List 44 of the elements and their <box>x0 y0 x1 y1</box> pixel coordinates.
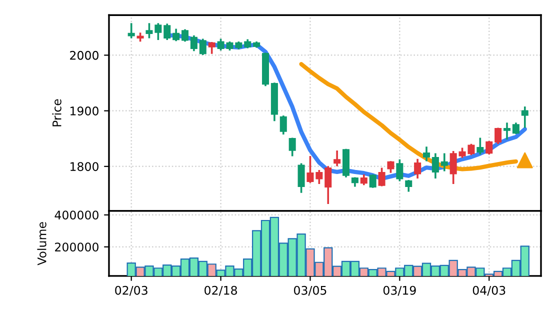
candlestick <box>387 161 394 173</box>
x-tick-label: 03/05 <box>294 286 326 296</box>
y-axis-title: Volume <box>37 222 46 266</box>
candlestick <box>405 180 412 192</box>
candlestick <box>503 122 511 140</box>
candlestick <box>181 29 189 42</box>
candlestick <box>190 35 198 52</box>
candlestick <box>164 24 171 40</box>
candlestick <box>172 28 180 42</box>
candlestick <box>440 153 448 172</box>
candlestick <box>298 163 305 193</box>
candlestick <box>414 158 422 178</box>
candlestick <box>334 150 341 166</box>
y-tick-label: 200000 <box>55 242 98 252</box>
x-tick-label: 04/03 <box>472 286 506 296</box>
candlestick <box>369 174 376 188</box>
candlestick <box>521 106 528 128</box>
x-tick-label: 02/03 <box>115 286 148 296</box>
y-tick-label: 400000 <box>54 210 98 220</box>
candlestick <box>486 141 493 155</box>
candlestick <box>476 138 484 155</box>
candlestick <box>378 168 386 186</box>
candlestick <box>432 153 439 178</box>
candlestick <box>512 122 520 134</box>
y-tick-label: 1900 <box>70 106 98 116</box>
candlestick <box>450 151 457 184</box>
y-tick-label: 1800 <box>70 162 98 172</box>
x-tick-label: 02/18 <box>204 286 237 296</box>
y-axis-title: Price <box>52 99 62 126</box>
candlestick <box>422 146 430 162</box>
candlestick <box>396 159 404 182</box>
candlestick <box>306 156 314 183</box>
candlestick <box>494 128 502 144</box>
x-tick-label: 03/19 <box>383 286 416 296</box>
candlestick <box>128 23 135 38</box>
candlestick <box>280 115 287 135</box>
candlestick <box>199 38 206 55</box>
candlestick <box>154 23 162 40</box>
y-tick-label: 2000 <box>70 50 98 60</box>
candlestick <box>324 166 332 204</box>
candlestick <box>146 23 153 38</box>
candlestick <box>288 138 296 156</box>
candlestick <box>316 170 323 184</box>
candlestick <box>208 42 216 54</box>
